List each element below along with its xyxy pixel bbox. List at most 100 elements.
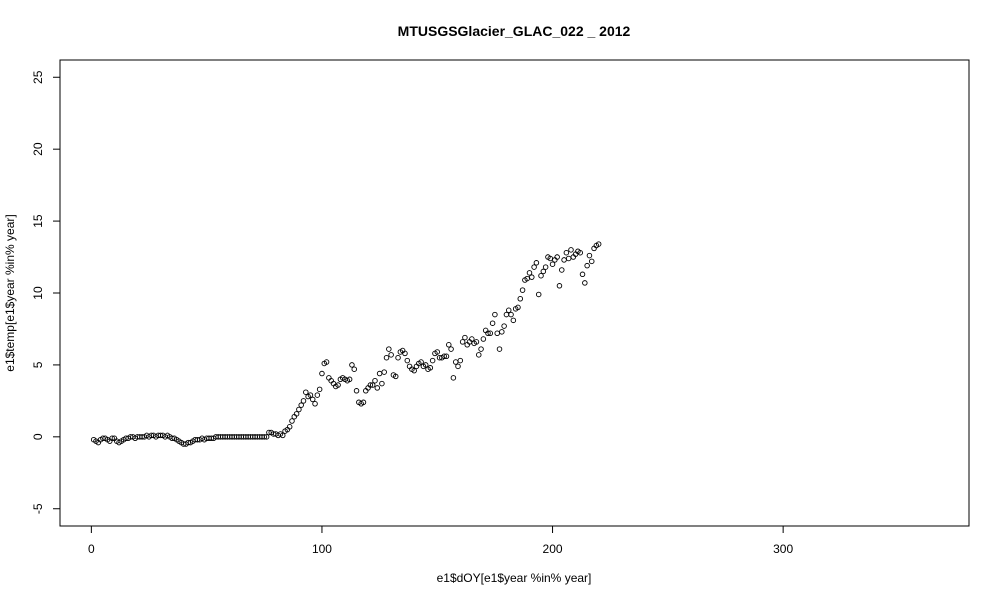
x-tick-label: 200 (543, 542, 563, 556)
point (450, 375, 457, 381)
point (563, 249, 570, 256)
point (489, 320, 496, 326)
point (487, 330, 494, 337)
point (480, 336, 487, 342)
point (556, 283, 563, 289)
y-tick-label: 0 (31, 433, 45, 440)
point (540, 268, 547, 275)
point (503, 311, 510, 318)
point (496, 346, 503, 352)
point (542, 264, 549, 270)
point (485, 330, 491, 337)
point (427, 365, 434, 371)
point (457, 357, 464, 364)
point (582, 280, 588, 286)
point (526, 270, 533, 276)
point (508, 311, 514, 318)
point (538, 272, 544, 279)
point (263, 434, 270, 440)
point (584, 262, 590, 269)
point (367, 382, 374, 388)
point (309, 396, 316, 403)
point (411, 367, 417, 374)
y-tick-label: 25 (31, 70, 45, 84)
point (381, 369, 387, 375)
point (314, 392, 321, 398)
point (515, 304, 521, 311)
y-tick-label: 10 (31, 286, 45, 300)
point (568, 247, 574, 253)
point (531, 264, 537, 270)
point (459, 339, 466, 345)
point (312, 400, 318, 407)
point (429, 357, 436, 364)
point (452, 359, 459, 365)
point (404, 357, 411, 364)
x-axis-label: e1$dOY[e1$year %in% year] (437, 571, 592, 585)
point (535, 291, 542, 298)
point (478, 346, 484, 352)
point (443, 353, 450, 360)
point (353, 388, 360, 394)
point (549, 261, 556, 267)
point (360, 399, 367, 406)
point (286, 424, 293, 430)
point (386, 346, 392, 352)
point (586, 252, 593, 259)
point (298, 402, 304, 408)
point (476, 352, 482, 358)
point (293, 411, 300, 417)
point (379, 380, 385, 387)
y-tick-label: 15 (31, 214, 45, 228)
point (374, 385, 381, 391)
point (510, 317, 517, 324)
point (501, 323, 507, 329)
point (579, 271, 586, 278)
point (109, 435, 115, 442)
x-tick-label: 100 (312, 542, 332, 556)
point (565, 255, 572, 262)
y-tick-label: 5 (31, 361, 45, 368)
y-tick-label: -5 (31, 503, 45, 514)
chart-title: MTUSGSGlacier_GLAC_022 _ 2012 (398, 23, 631, 39)
point (441, 353, 447, 360)
x-tick-label: 300 (773, 542, 793, 556)
point (261, 434, 268, 440)
point (383, 354, 390, 361)
y-axis-label: e1$temp[e1$year %in% year] (3, 214, 17, 371)
point (529, 274, 535, 280)
point (492, 311, 498, 318)
point (289, 418, 295, 424)
point (300, 398, 307, 404)
plot-frame (59, 59, 970, 527)
point (376, 370, 383, 377)
point (369, 382, 376, 388)
point (280, 432, 286, 439)
point (554, 254, 560, 260)
point (349, 362, 355, 368)
point (392, 373, 399, 380)
point (561, 257, 567, 263)
point (455, 363, 461, 370)
y-tick-label: 20 (31, 142, 45, 156)
point (346, 376, 353, 383)
point (323, 359, 330, 365)
point (319, 370, 325, 377)
point (517, 296, 524, 302)
point (395, 354, 401, 361)
point (499, 329, 505, 335)
point (559, 267, 565, 273)
point (388, 352, 394, 358)
point (372, 377, 378, 384)
point (402, 350, 408, 357)
point (494, 330, 500, 337)
point (448, 346, 454, 352)
point (595, 241, 602, 247)
point (473, 339, 480, 345)
point (577, 249, 583, 256)
x-tick-label: 0 (88, 542, 95, 556)
point (446, 342, 452, 348)
point (469, 336, 475, 342)
point (335, 382, 341, 388)
